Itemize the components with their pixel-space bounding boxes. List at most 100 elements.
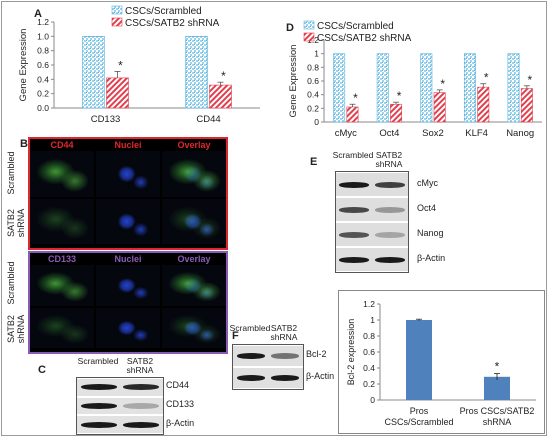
blot-column-header: Scrambled — [332, 150, 374, 160]
blot-column-header: SATB2 shRNA — [126, 356, 154, 375]
micrograph-column-title: Overlay — [177, 140, 211, 150]
blot-band — [339, 206, 369, 213]
x-tick-label: Nanog — [506, 128, 534, 139]
micrograph-row-label: Scrambled — [6, 261, 16, 305]
micrograph-tile — [96, 151, 160, 197]
blot-lane-row — [336, 173, 408, 196]
blot-lane-row — [77, 416, 163, 433]
microscopy-panel-cd44: CD44 Nuclei Overlay — [28, 137, 228, 250]
blot-row-label: CD44 — [166, 380, 190, 391]
micrograph-tile — [162, 198, 226, 244]
blot-column-header: SATB2 shRNA — [270, 323, 298, 342]
blot-row-label: CD133 — [166, 399, 195, 409]
blot-band — [237, 375, 265, 381]
y-tick-label: 0.4 — [37, 74, 49, 84]
blot-column-header: Scrambled — [77, 356, 119, 366]
micrograph-tile — [30, 307, 94, 348]
bar — [463, 53, 476, 123]
significance-star: * — [221, 69, 226, 83]
micrograph-column-title: Nuclei — [114, 140, 142, 150]
y-tick-label: 0.4 — [307, 90, 319, 100]
micrograph-row-label: Scrambled — [6, 151, 16, 195]
bar — [433, 92, 446, 123]
significance-star: * — [353, 91, 358, 105]
blot-band — [375, 256, 405, 263]
significance-star: * — [528, 73, 533, 87]
legend-swatch — [303, 32, 315, 42]
blot-row-label: Bcl-2 — [306, 349, 327, 359]
bar — [520, 88, 533, 123]
blot-box — [76, 377, 164, 435]
bar — [333, 53, 346, 123]
micrograph-column-title: Overlay — [177, 254, 211, 264]
x-tick-label: Pros — [410, 406, 429, 416]
bar — [185, 36, 208, 109]
bar — [209, 84, 232, 109]
micrograph-column-title: CD44 — [50, 140, 74, 150]
blot-band — [375, 231, 405, 238]
blot-lane-row — [336, 248, 408, 271]
y-tick-label: 0.8 — [363, 331, 375, 341]
blot-row-label: cMyc — [417, 177, 438, 188]
blot-band — [81, 384, 117, 391]
significance-star: * — [118, 58, 123, 72]
panel-label-b: B — [20, 138, 28, 150]
micrograph-tile — [96, 198, 160, 244]
bar — [406, 320, 432, 400]
micrograph-row-label: SATB2 shRNA — [6, 208, 26, 238]
blot-row-label: Nanog — [417, 227, 444, 238]
microscopy-panel-cd133: CD133 Nuclei Overlay — [28, 251, 228, 354]
blot-lane-row — [336, 198, 408, 221]
y-tick-label: 0.8 — [307, 62, 319, 72]
blot-column-header: SATB2 shRNA — [375, 150, 403, 169]
micrograph-column-title: Nuclei — [114, 254, 142, 264]
blot-band — [123, 421, 159, 428]
y-axis-label: Gene Expression — [18, 29, 29, 102]
blot-band — [339, 231, 369, 238]
blot-band — [123, 384, 159, 391]
x-tick-label: CD133 — [91, 114, 121, 125]
significance-star: * — [440, 77, 445, 91]
y-tick-label: 0.0 — [37, 103, 49, 113]
blot-row-label: Oct4 — [417, 202, 437, 213]
micrograph-row-label: SATB2 shRNA — [6, 314, 26, 344]
panel-label-e: E — [310, 156, 318, 168]
chart-g-border — [338, 290, 545, 434]
bar — [477, 86, 490, 123]
blot-band — [81, 421, 117, 428]
blot-lane-row — [336, 223, 408, 246]
y-tick-label: 1.2 — [363, 299, 375, 309]
blot-band — [375, 181, 405, 188]
blot-lane-row — [233, 368, 303, 388]
micrograph-tile — [162, 307, 226, 348]
significance-star: * — [397, 89, 402, 103]
y-tick-label: 0.6 — [37, 60, 49, 70]
significance-star: * — [484, 71, 489, 85]
x-tick-label: Pros CSCs/SATB2 — [460, 406, 535, 416]
blot-band — [339, 181, 369, 188]
y-axis-label: Gene Expression — [288, 45, 299, 118]
blot-lane-row — [77, 397, 163, 415]
blot-row-label: β-Actin — [166, 417, 195, 428]
micrograph-tile — [30, 265, 94, 306]
x-tick-label: Sox2 — [422, 128, 444, 139]
panel-label-c: C — [38, 364, 46, 376]
y-tick-label: 0.4 — [363, 363, 375, 373]
blot-band — [271, 375, 299, 381]
y-tick-label: 0.2 — [37, 89, 49, 99]
blot-lane-row — [77, 379, 163, 396]
blot-row-label: β-Actin — [306, 371, 335, 381]
y-tick-label: 0.6 — [307, 76, 319, 86]
y-tick-label: 0.8 — [37, 46, 49, 56]
micrograph-tile — [30, 198, 94, 244]
blot-band — [123, 403, 159, 409]
bar — [484, 376, 510, 400]
bar — [420, 53, 433, 123]
legend-label: CSCs/SATB2 shRNA — [317, 33, 412, 44]
bar — [82, 36, 105, 109]
x-tick-label: CD44 — [196, 114, 220, 125]
y-tick-label: 1.2 — [37, 17, 49, 27]
panel-label-d: D — [286, 22, 294, 34]
panel-label-a: A — [34, 8, 42, 20]
